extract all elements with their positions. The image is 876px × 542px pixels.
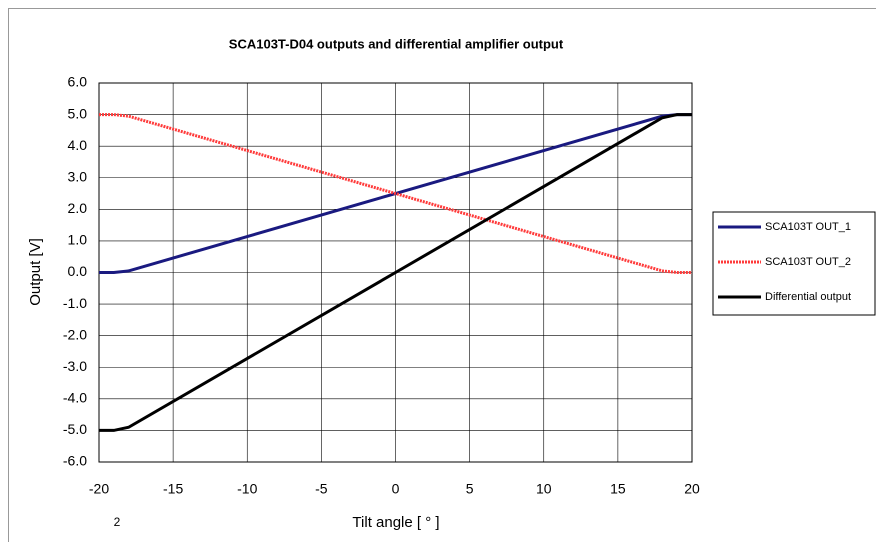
y-tick-label: -4.0 <box>63 390 87 406</box>
y-tick-label: -3.0 <box>63 358 87 374</box>
y-tick-label: 0.0 <box>68 263 88 279</box>
x-tick-label: 10 <box>536 481 552 497</box>
chart-title: SCA103T-D04 outputs and differential amp… <box>229 36 564 51</box>
legend-label: SCA103T OUT_1 <box>765 221 851 233</box>
y-tick-label: -2.0 <box>63 326 87 342</box>
y-tick-label: 1.0 <box>68 232 88 248</box>
x-tick-label: -5 <box>315 481 328 497</box>
x-tick-label: -15 <box>163 481 183 497</box>
y-tick-label: 3.0 <box>68 168 88 184</box>
x-axis-label: Tilt angle [ ° ] <box>352 514 439 531</box>
series-line <box>99 113 692 274</box>
x-tick-label: 5 <box>466 481 474 497</box>
x-tick-label: 20 <box>684 481 700 497</box>
x-tick-label: 15 <box>610 481 626 497</box>
y-tick-label: 5.0 <box>68 105 88 121</box>
x-tick-label: 0 <box>392 481 400 497</box>
y-tick-label: 6.0 <box>68 74 88 90</box>
y-tick-label: 4.0 <box>68 137 88 153</box>
y-tick-label: -1.0 <box>63 295 87 311</box>
series-line <box>99 113 692 432</box>
y-tick-label: -6.0 <box>63 453 87 469</box>
legend-label: Differential output <box>765 291 851 303</box>
y-axis-label: Output [V] <box>27 238 44 306</box>
note: 2 <box>114 515 121 529</box>
y-tick-label: 2.0 <box>68 200 88 216</box>
x-tick-label: -20 <box>89 481 109 497</box>
legend-label: SCA103T OUT_2 <box>765 256 851 268</box>
y-tick-label: -5.0 <box>63 421 87 437</box>
x-tick-label: -10 <box>237 481 257 497</box>
